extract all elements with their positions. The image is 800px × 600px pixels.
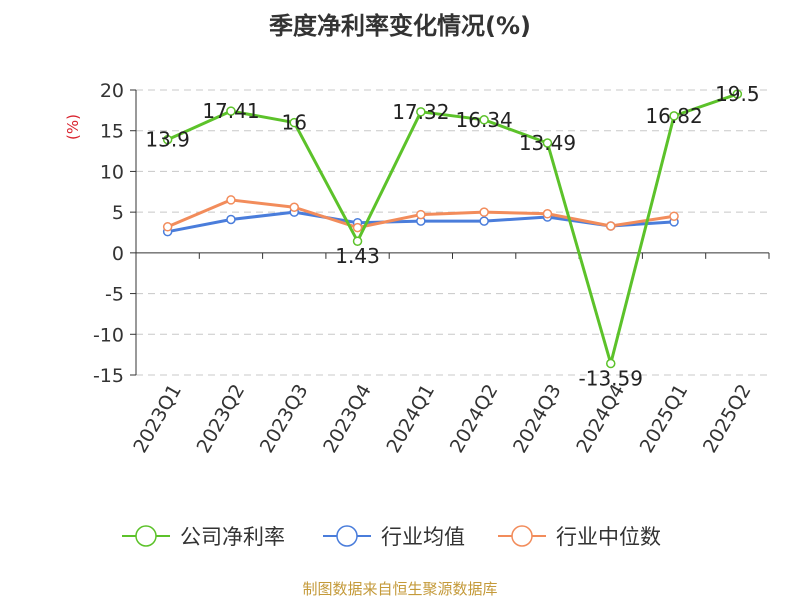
chart-title: 季度净利率变化情况(%) bbox=[269, 12, 531, 40]
x-tick-label: 2025Q1 bbox=[636, 381, 693, 457]
data-point[interactable] bbox=[732, 89, 743, 99]
data-point[interactable] bbox=[479, 216, 489, 226]
data-label: 16.34 bbox=[456, 108, 513, 132]
data-point[interactable] bbox=[416, 209, 426, 220]
legend-item-industry-median[interactable]: 行业中位数 bbox=[498, 525, 661, 549]
y-tick-label: 5 bbox=[112, 202, 124, 224]
y-axis-label: (%) bbox=[64, 114, 82, 140]
y-tick-label: -15 bbox=[93, 365, 124, 387]
y-tick-label: 15 bbox=[100, 121, 124, 143]
legend-circle-icon bbox=[511, 525, 533, 547]
series-line bbox=[167, 92, 738, 366]
data-point[interactable] bbox=[226, 106, 236, 116]
data-label: 13.49 bbox=[519, 131, 576, 155]
data-point[interactable] bbox=[352, 222, 363, 233]
data-label: 17.32 bbox=[392, 100, 449, 124]
y-tick-label: -10 bbox=[93, 324, 124, 346]
data-label: 16 bbox=[282, 111, 307, 135]
series-lines bbox=[162, 89, 743, 369]
data-point[interactable] bbox=[669, 111, 679, 121]
legend-label: 行业均值 bbox=[381, 525, 465, 549]
x-tick-label: 2024Q2 bbox=[446, 381, 503, 457]
source-note: 制图数据来自恒生聚源数据库 bbox=[302, 580, 497, 598]
x-tick-label: 2023Q4 bbox=[319, 381, 376, 457]
data-point[interactable] bbox=[479, 207, 489, 217]
data-label: 1.43 bbox=[335, 244, 380, 268]
legend-item-industry-avg[interactable]: 行业均值 bbox=[323, 525, 465, 549]
x-tick-label: 2023Q2 bbox=[193, 381, 250, 457]
legend-circle-icon bbox=[336, 525, 358, 547]
data-point[interactable] bbox=[416, 107, 426, 117]
x-tick-label: 2024Q3 bbox=[509, 381, 566, 457]
series-net-margin bbox=[162, 89, 743, 369]
data-label: 13.9 bbox=[145, 128, 190, 152]
data-point[interactable] bbox=[606, 358, 616, 369]
data-point[interactable] bbox=[289, 202, 299, 213]
y-tick-label: 20 bbox=[100, 80, 124, 102]
data-point[interactable] bbox=[542, 209, 553, 219]
data-label: 16.82 bbox=[645, 104, 702, 128]
data-point[interactable] bbox=[606, 221, 616, 231]
series-industry-median bbox=[162, 195, 679, 233]
data-point[interactable] bbox=[542, 138, 553, 148]
data-point[interactable] bbox=[479, 115, 489, 125]
data-point[interactable] bbox=[162, 134, 173, 145]
legend-label: 行业中位数 bbox=[556, 525, 661, 549]
legend-label: 公司净利率 bbox=[180, 525, 285, 549]
y-tick-label: 10 bbox=[100, 161, 124, 183]
x-tick-label: 2023Q3 bbox=[256, 381, 313, 457]
x-tick-label: 2024Q4 bbox=[572, 381, 629, 457]
data-point[interactable] bbox=[289, 117, 299, 128]
x-tick-label: 2025Q2 bbox=[699, 381, 756, 457]
data-point[interactable] bbox=[162, 222, 173, 232]
x-tick-label: 2023Q1 bbox=[129, 381, 186, 457]
data-point[interactable] bbox=[669, 211, 679, 221]
y-tick-label: -5 bbox=[105, 284, 124, 306]
legend-item-net-margin[interactable]: 公司净利率 bbox=[122, 525, 285, 549]
y-tick-label: 0 bbox=[112, 243, 124, 265]
data-point[interactable] bbox=[226, 214, 236, 225]
legend-circle-icon bbox=[135, 525, 157, 547]
data-label: 17.41 bbox=[202, 99, 259, 123]
x-tick-label: 2024Q1 bbox=[382, 381, 439, 457]
data-label: -13.59 bbox=[579, 367, 643, 391]
legend[interactable]: 公司净利率 行业均值 行业中位数 bbox=[122, 525, 661, 549]
data-label: 19.5 bbox=[715, 82, 760, 106]
data-point[interactable] bbox=[352, 236, 363, 246]
grid-lines bbox=[136, 89, 769, 376]
data-point[interactable] bbox=[226, 195, 236, 205]
